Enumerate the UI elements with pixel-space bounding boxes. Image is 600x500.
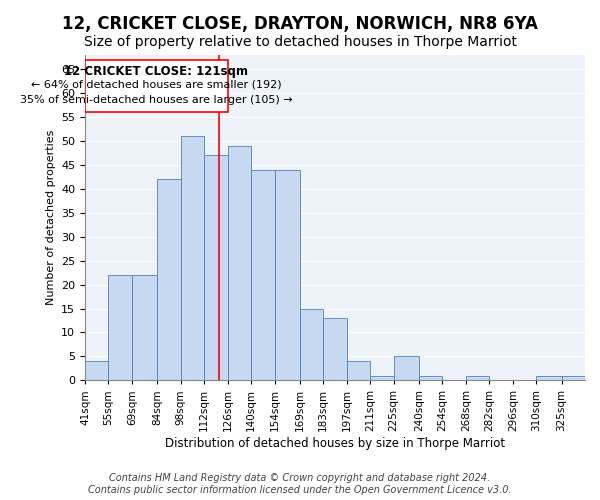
Text: 35% of semi-detached houses are larger (105) →: 35% of semi-detached houses are larger (… bbox=[20, 94, 293, 104]
Bar bbox=[181, 136, 204, 380]
Bar bbox=[394, 356, 419, 380]
Bar bbox=[419, 376, 442, 380]
Text: Contains HM Land Registry data © Crown copyright and database right 2024.
Contai: Contains HM Land Registry data © Crown c… bbox=[88, 474, 512, 495]
Bar bbox=[204, 156, 227, 380]
Bar bbox=[562, 376, 585, 380]
Bar bbox=[157, 180, 181, 380]
Text: 12, CRICKET CLOSE, DRAYTON, NORWICH, NR8 6YA: 12, CRICKET CLOSE, DRAYTON, NORWICH, NR8… bbox=[62, 15, 538, 33]
Bar bbox=[536, 376, 562, 380]
Bar bbox=[109, 275, 132, 380]
Bar bbox=[85, 361, 109, 380]
Y-axis label: Number of detached properties: Number of detached properties bbox=[46, 130, 56, 306]
Bar bbox=[275, 170, 300, 380]
Bar bbox=[323, 318, 347, 380]
X-axis label: Distribution of detached houses by size in Thorpe Marriot: Distribution of detached houses by size … bbox=[165, 437, 505, 450]
Bar bbox=[227, 146, 251, 380]
Text: 12 CRICKET CLOSE: 121sqm: 12 CRICKET CLOSE: 121sqm bbox=[64, 64, 248, 78]
Bar bbox=[132, 275, 157, 380]
Bar bbox=[466, 376, 490, 380]
Bar bbox=[370, 376, 394, 380]
FancyBboxPatch shape bbox=[85, 60, 227, 112]
Bar bbox=[347, 361, 370, 380]
Text: Size of property relative to detached houses in Thorpe Marriot: Size of property relative to detached ho… bbox=[83, 35, 517, 49]
Bar bbox=[300, 308, 323, 380]
Text: ← 64% of detached houses are smaller (192): ← 64% of detached houses are smaller (19… bbox=[31, 80, 281, 90]
Bar bbox=[251, 170, 275, 380]
